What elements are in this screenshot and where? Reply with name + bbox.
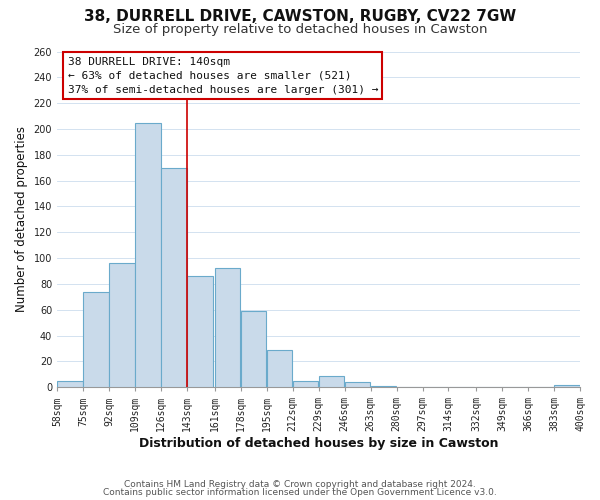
Text: Size of property relative to detached houses in Cawston: Size of property relative to detached ho… xyxy=(113,22,487,36)
Text: Contains public sector information licensed under the Open Government Licence v3: Contains public sector information licen… xyxy=(103,488,497,497)
Bar xyxy=(293,380,318,387)
Bar xyxy=(109,263,134,387)
Bar xyxy=(371,386,396,387)
Bar xyxy=(83,292,109,387)
Y-axis label: Number of detached properties: Number of detached properties xyxy=(15,126,28,312)
Bar xyxy=(267,350,292,387)
Bar xyxy=(187,276,212,387)
Bar xyxy=(136,122,161,387)
Bar xyxy=(345,382,370,387)
Bar xyxy=(215,268,240,387)
Bar xyxy=(554,384,580,387)
X-axis label: Distribution of detached houses by size in Cawston: Distribution of detached houses by size … xyxy=(139,437,498,450)
Bar xyxy=(58,380,83,387)
Text: 38, DURRELL DRIVE, CAWSTON, RUGBY, CV22 7GW: 38, DURRELL DRIVE, CAWSTON, RUGBY, CV22 … xyxy=(84,9,516,24)
Bar xyxy=(161,168,187,387)
Text: 38 DURRELL DRIVE: 140sqm
← 63% of detached houses are smaller (521)
37% of semi-: 38 DURRELL DRIVE: 140sqm ← 63% of detach… xyxy=(68,56,378,94)
Bar xyxy=(319,376,344,387)
Text: Contains HM Land Registry data © Crown copyright and database right 2024.: Contains HM Land Registry data © Crown c… xyxy=(124,480,476,489)
Bar xyxy=(241,311,266,387)
